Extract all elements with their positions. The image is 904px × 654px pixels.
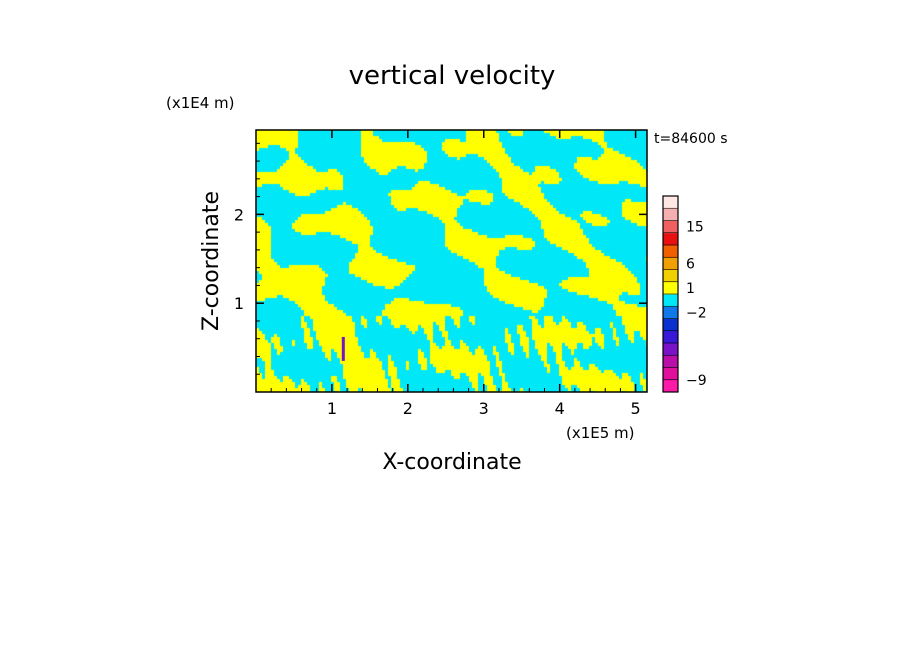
colorbar-level bbox=[663, 330, 678, 344]
colorbar-label: −9 bbox=[686, 373, 707, 389]
colorbar-label: 6 bbox=[686, 256, 695, 272]
y-tick-label: 2 bbox=[234, 205, 244, 224]
colorbar-label: −2 bbox=[686, 305, 707, 321]
colorbar-level bbox=[663, 294, 678, 307]
chart-title: vertical velocity bbox=[349, 61, 556, 91]
x-tick-label: 1 bbox=[327, 399, 337, 418]
colorbar-label: 15 bbox=[686, 220, 704, 236]
x-tick-label: 2 bbox=[403, 399, 413, 418]
velocity-field bbox=[256, 130, 647, 392]
x-tick-label: 5 bbox=[631, 399, 641, 418]
colorbar-level bbox=[663, 245, 678, 258]
colorbar-frame bbox=[662, 195, 679, 393]
colorbar-level bbox=[663, 306, 678, 319]
colorbar: 15 6 1 −2 −9 bbox=[662, 195, 707, 393]
colorbar-level bbox=[663, 208, 678, 221]
colorbar-level bbox=[663, 269, 678, 283]
colorbar-label: 1 bbox=[686, 281, 695, 297]
y-tick-label: 1 bbox=[234, 294, 244, 313]
y-axis-ticks: 12 bbox=[234, 142, 647, 375]
colorbar-level bbox=[663, 318, 678, 332]
colorbar-level bbox=[663, 281, 678, 295]
colorbar-level bbox=[663, 379, 678, 393]
x-tick-label: 4 bbox=[555, 399, 565, 418]
colorbar-level bbox=[663, 257, 678, 270]
colorbar-level bbox=[663, 343, 678, 356]
colorbar-level bbox=[663, 232, 678, 246]
colorbar-level bbox=[663, 355, 678, 368]
x-unit-label: (x1E5 m) bbox=[566, 424, 635, 442]
colorbar-level bbox=[663, 196, 678, 209]
y-axis-label: Z-coordinate bbox=[199, 191, 224, 331]
y-unit-label: (x1E4 m) bbox=[166, 94, 235, 112]
updraft-core bbox=[341, 336, 345, 361]
velocity-field-image bbox=[256, 130, 647, 392]
plot-frame bbox=[255, 129, 648, 393]
x-axis-ticks: 1 2 3 4 5 bbox=[270, 130, 641, 418]
colorbar-level bbox=[663, 367, 678, 381]
time-label: t=84600 s bbox=[654, 131, 728, 147]
x-axis-label: X-coordinate bbox=[382, 450, 521, 475]
colorbar-level bbox=[663, 220, 678, 234]
x-tick-label: 3 bbox=[479, 399, 489, 418]
